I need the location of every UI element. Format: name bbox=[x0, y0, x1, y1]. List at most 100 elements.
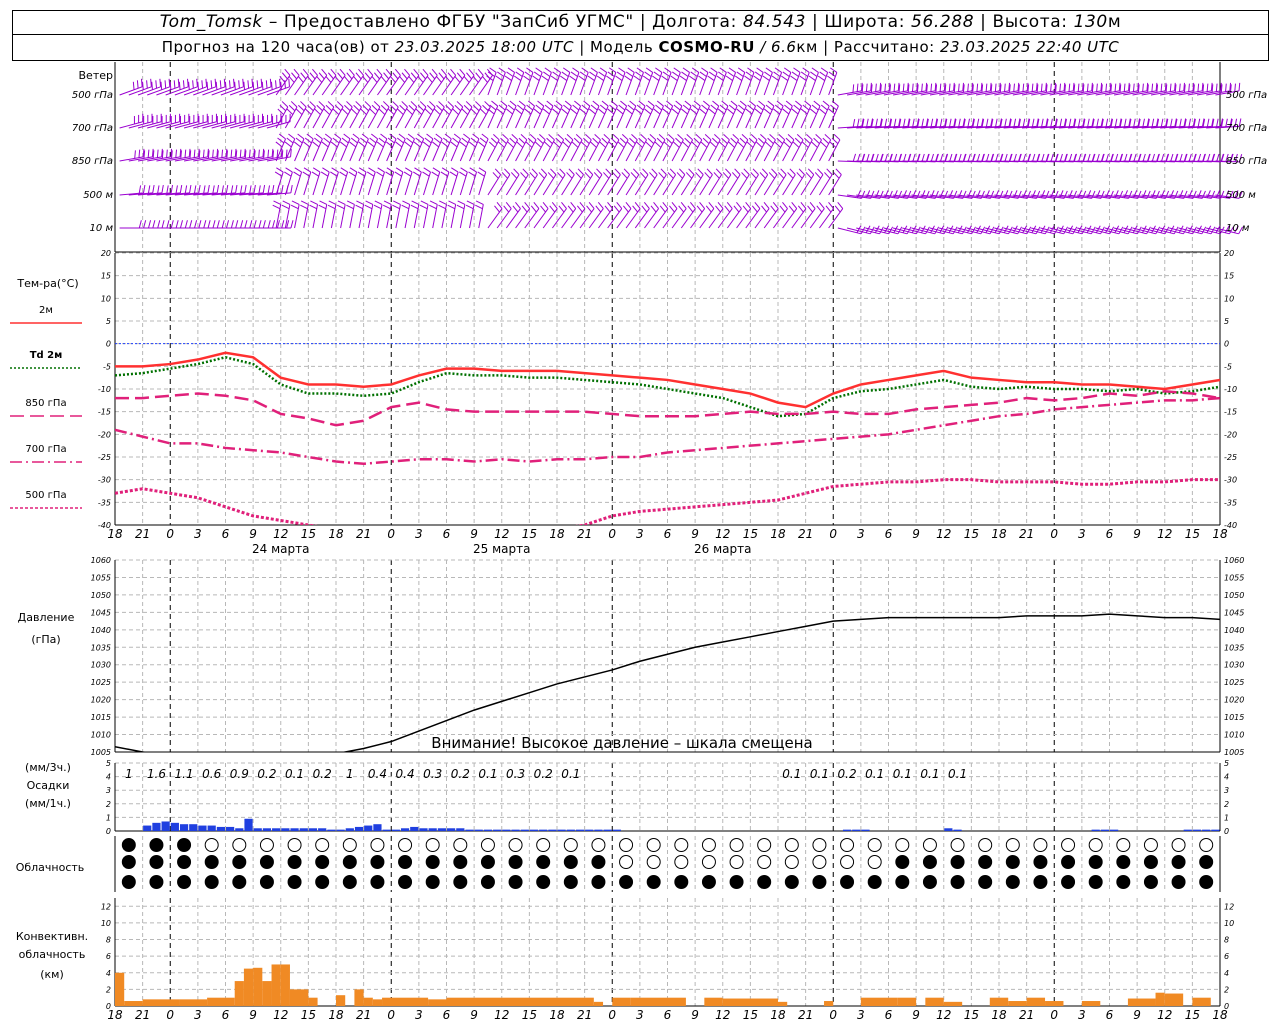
wind-barb-feather bbox=[944, 84, 947, 93]
wind-barb-feather bbox=[590, 141, 597, 148]
wind-barb-feather bbox=[705, 205, 712, 213]
wind-barb-feather bbox=[1128, 153, 1133, 162]
wind-barb-feather bbox=[861, 118, 864, 127]
wind-barb-feather bbox=[1031, 118, 1035, 127]
wind-barb-feather bbox=[253, 184, 256, 193]
wind-barb-feather bbox=[990, 118, 993, 127]
wind-barb-feather bbox=[552, 108, 559, 115]
wind-barb-feather bbox=[524, 202, 531, 209]
wind-barb-feather bbox=[700, 141, 708, 148]
wind-barb bbox=[505, 105, 517, 129]
wind-barb bbox=[303, 171, 312, 196]
y-tick-label-left: 4 bbox=[106, 773, 111, 782]
wind-barb-feather bbox=[475, 101, 482, 108]
wind-barb-feather bbox=[443, 108, 450, 115]
conv-bar bbox=[925, 997, 944, 1006]
y-tick-label-left: 1055 bbox=[91, 573, 111, 582]
y-tick-label-left: 10 bbox=[101, 294, 111, 303]
wind-barb-feather bbox=[610, 137, 618, 144]
wind-barb-feather bbox=[327, 72, 334, 80]
wind-barb-feather bbox=[1032, 153, 1036, 162]
wind-barb-feather bbox=[1197, 225, 1202, 234]
wind-barb-feather bbox=[1164, 226, 1170, 235]
wind-barb-feather bbox=[297, 133, 305, 140]
wind-barb-feather bbox=[616, 108, 624, 115]
wind-barb-feather bbox=[364, 101, 372, 108]
wind-barb-feather bbox=[828, 202, 834, 209]
precip-bar bbox=[861, 829, 870, 831]
cloud-symbol bbox=[398, 838, 413, 852]
wind-barb-feather bbox=[550, 168, 557, 175]
wind-barb-feather bbox=[1041, 118, 1044, 127]
wind-barb-feather bbox=[869, 226, 875, 235]
wind-barb-feather bbox=[957, 225, 963, 234]
wind-barb-feather bbox=[520, 133, 528, 141]
wind-barb-feather bbox=[725, 75, 733, 81]
wind-barb-feather bbox=[645, 67, 653, 73]
wind-barb-feather bbox=[189, 184, 192, 193]
wind-barb-feather bbox=[502, 133, 509, 141]
wind-barb-feather bbox=[817, 75, 825, 81]
hour-tick-label: 6 bbox=[664, 527, 672, 541]
wind-barb-feather bbox=[395, 167, 404, 173]
hour-tick-label: 9 bbox=[470, 527, 478, 541]
wind-barb-feather bbox=[870, 118, 874, 127]
wind-barb-feather bbox=[1216, 118, 1219, 127]
wind-barb-feather bbox=[802, 141, 809, 148]
wind-barb bbox=[321, 138, 333, 162]
wind-barb-feather bbox=[526, 104, 534, 111]
wind-barb-feather bbox=[1225, 118, 1228, 127]
wind-barb-feather bbox=[1027, 118, 1030, 127]
station-name: Tom_Tomsk bbox=[159, 12, 263, 32]
wind-barb-feather bbox=[916, 82, 918, 91]
pres-grid-v bbox=[114, 560, 1221, 752]
wind-barb-feather bbox=[745, 71, 753, 77]
wind-barb-feather bbox=[364, 72, 371, 80]
cloud-symbol bbox=[453, 838, 468, 852]
wind-barb-feather bbox=[151, 148, 154, 157]
hour-tick-label: 6 bbox=[443, 1008, 451, 1022]
wind-barb-feather bbox=[511, 133, 518, 141]
wind-barb-feather bbox=[457, 200, 466, 205]
y-tick-label-right: 10 bbox=[1224, 919, 1234, 928]
wind-barb bbox=[625, 72, 635, 96]
wind-barb-feather bbox=[1137, 118, 1141, 127]
wind-barb-feather bbox=[603, 172, 610, 179]
wind-barb-feather bbox=[1064, 153, 1068, 162]
wind-barb-feather bbox=[380, 133, 388, 140]
wind-barb-feather bbox=[677, 133, 684, 141]
wind-barb bbox=[376, 138, 388, 162]
alt-unit: м bbox=[1107, 12, 1122, 32]
wind-barb-feather bbox=[800, 108, 808, 115]
wind-barb-feather bbox=[1036, 84, 1039, 93]
wind-barb-feather bbox=[314, 108, 321, 115]
y-tick-label-right: -40 bbox=[1224, 521, 1237, 530]
wind-barb-feather bbox=[930, 225, 935, 234]
wind-barb-feather bbox=[1147, 118, 1150, 128]
wind-barb-feather bbox=[704, 133, 712, 141]
wind-barb-feather bbox=[463, 104, 471, 112]
wind-barb-feather bbox=[889, 118, 893, 128]
wind-barb-feather bbox=[717, 202, 724, 209]
wind-barb bbox=[763, 105, 775, 129]
wind-barb-feather bbox=[539, 133, 546, 141]
wind-barb-feather bbox=[205, 78, 208, 87]
wind-barb-feather bbox=[616, 202, 623, 209]
wind-barb-feather bbox=[399, 75, 406, 83]
wind-barb-feather bbox=[410, 101, 418, 108]
wind-barb-feather bbox=[1155, 118, 1159, 127]
wind-barb-feather bbox=[1238, 118, 1242, 127]
wind-barb bbox=[340, 171, 349, 196]
wind-barb-feather bbox=[820, 67, 828, 73]
wind-barb-feather bbox=[1215, 83, 1218, 92]
cloud-symbol bbox=[701, 838, 716, 852]
wind-barb-feather bbox=[753, 75, 761, 81]
conv-bar bbox=[234, 981, 244, 1006]
wind-barb-feather bbox=[620, 100, 627, 107]
wind-level-label-right: 850 гПа bbox=[1226, 156, 1267, 167]
wind-barb-feather bbox=[609, 67, 617, 73]
wind-barb-feather bbox=[184, 149, 187, 158]
wind-barb-feather bbox=[284, 141, 292, 148]
wind-barb-feather bbox=[389, 133, 397, 140]
wind-barb-feather bbox=[404, 68, 411, 76]
